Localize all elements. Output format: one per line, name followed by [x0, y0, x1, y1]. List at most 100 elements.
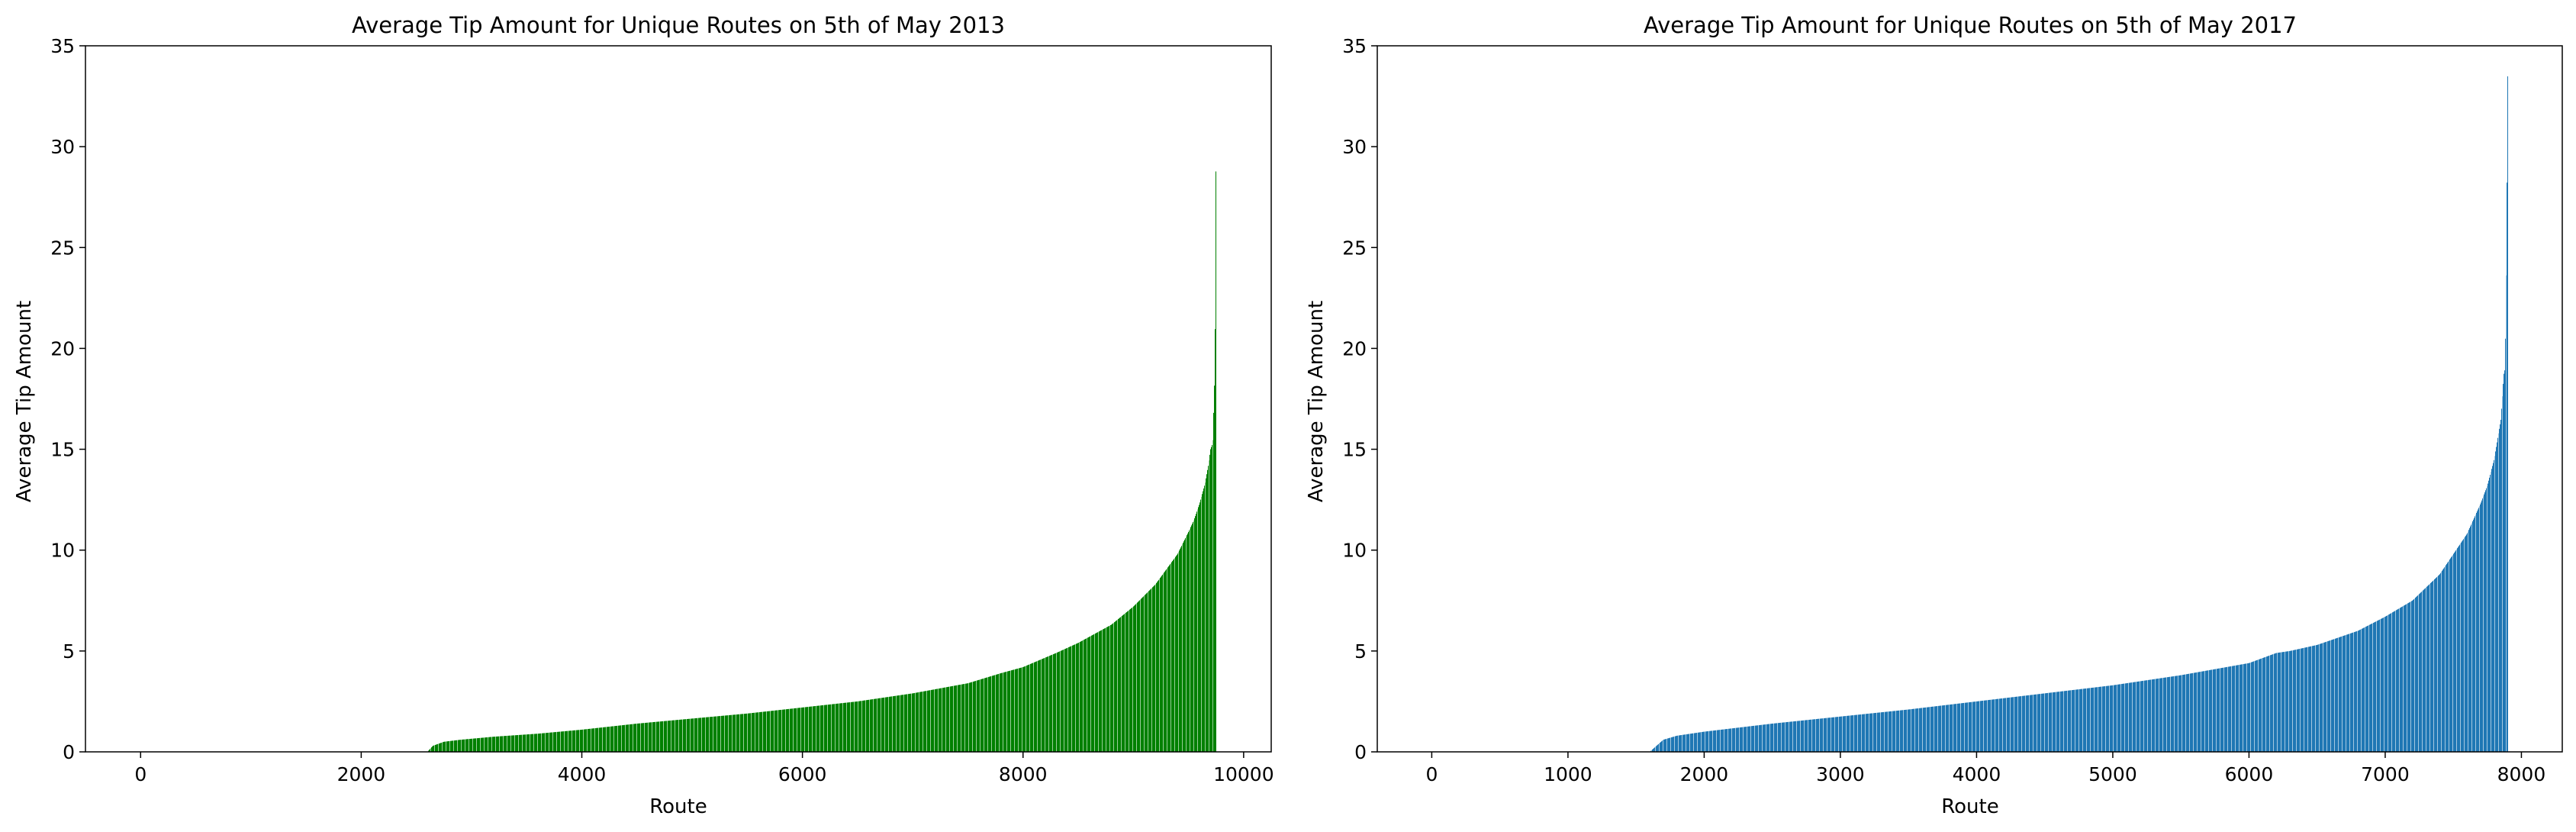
bar	[2335, 638, 2336, 752]
bar	[554, 732, 555, 752]
bar	[1768, 724, 1769, 752]
bar	[944, 687, 945, 752]
bar	[1202, 494, 1203, 752]
bar	[1780, 722, 1781, 752]
bar	[1194, 518, 1195, 752]
bar	[1672, 737, 1673, 752]
bar	[589, 728, 590, 752]
bar	[2047, 692, 2048, 752]
bar	[1761, 724, 1762, 752]
bar	[2107, 685, 2108, 752]
bar	[726, 715, 727, 752]
bar	[1185, 538, 1186, 752]
bar	[1114, 622, 1115, 752]
bar	[700, 718, 701, 752]
bar	[2001, 698, 2002, 752]
bar	[1173, 560, 1174, 752]
bar	[2146, 680, 2147, 752]
bar	[2092, 687, 2093, 752]
bar	[2354, 632, 2355, 752]
bar	[749, 713, 750, 752]
bar	[2306, 647, 2307, 752]
bar	[817, 705, 818, 752]
bar	[1031, 663, 1032, 752]
bar	[1897, 711, 1898, 752]
bar	[1808, 720, 1809, 752]
bar	[936, 688, 937, 752]
bar	[1962, 703, 1963, 752]
bar	[1030, 663, 1031, 752]
bar	[1097, 632, 1098, 752]
bar	[492, 737, 493, 752]
bar	[1111, 624, 1112, 752]
bar	[1809, 719, 1810, 752]
bar	[874, 698, 875, 752]
bar	[912, 693, 913, 752]
bar	[2039, 694, 2040, 752]
bar	[468, 739, 469, 752]
bar	[2201, 671, 2202, 752]
bar	[1860, 714, 1861, 752]
bar	[1756, 725, 1757, 752]
bar	[1737, 727, 1738, 752]
bar	[1858, 714, 1859, 752]
bar	[832, 704, 833, 752]
bar	[432, 747, 433, 752]
bar	[942, 688, 943, 752]
bar	[1818, 718, 1819, 752]
bar	[925, 691, 926, 752]
bar	[1954, 704, 1955, 752]
bar	[1782, 722, 1783, 752]
bar	[443, 741, 444, 752]
bar	[1942, 705, 1943, 752]
bar	[1125, 612, 1126, 752]
bar	[2268, 656, 2269, 752]
bar	[2238, 665, 2239, 752]
bar	[1729, 728, 1730, 752]
bar	[801, 707, 802, 752]
bar	[2144, 680, 2145, 752]
bar	[2503, 383, 2504, 752]
bar	[607, 727, 608, 752]
bar	[1714, 730, 1715, 752]
bar	[536, 734, 537, 752]
x-tick-label: 8000	[999, 763, 1048, 785]
bar	[1883, 711, 1884, 752]
bar	[1844, 716, 1845, 752]
bar	[984, 678, 985, 752]
bar	[761, 711, 762, 752]
bar	[1093, 634, 1094, 752]
bar	[2188, 673, 2189, 752]
bar	[1688, 734, 1689, 752]
bar	[916, 692, 917, 752]
bar	[1870, 713, 1871, 752]
bar	[2237, 665, 2238, 752]
bar	[1115, 621, 1116, 752]
x-axis-label: Route	[1941, 795, 1998, 818]
bar	[451, 740, 452, 752]
bar	[2329, 640, 2330, 752]
bar	[530, 734, 531, 752]
bar	[654, 721, 655, 752]
bar	[2034, 694, 2035, 752]
bar	[799, 708, 800, 752]
bar	[604, 727, 605, 752]
bar	[627, 724, 628, 752]
bar	[645, 723, 646, 752]
bar	[547, 733, 548, 752]
bar	[2493, 463, 2494, 752]
bar	[2347, 634, 2348, 752]
bar	[813, 706, 814, 752]
bar	[2348, 634, 2349, 752]
bar	[1088, 637, 1089, 752]
bar	[2373, 622, 2374, 752]
bar	[1675, 736, 1676, 752]
bar	[1767, 724, 1768, 752]
bar	[1953, 704, 1954, 752]
bar	[2242, 664, 2243, 752]
bar	[1805, 720, 1806, 752]
bar	[1187, 534, 1188, 752]
bar	[870, 699, 871, 752]
bar	[1703, 731, 1704, 752]
bar	[702, 718, 703, 752]
